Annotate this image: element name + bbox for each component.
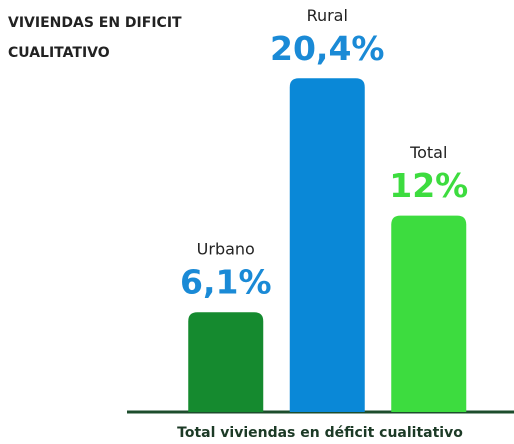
value-label: 6,1%	[180, 263, 272, 302]
bar	[391, 215, 467, 412]
value-label: 20,4%	[270, 29, 385, 68]
bar	[188, 312, 264, 412]
value-label: 12%	[389, 166, 468, 205]
category-label: Total	[409, 143, 447, 162]
category-label: Rural	[307, 6, 348, 25]
bar	[289, 78, 365, 413]
category-label: Urbano	[197, 240, 255, 259]
x-axis-label: Total viviendas en déficit cualitativo	[177, 425, 463, 441]
chart-title: VIVIENDAS EN DIFICIT CUALITATIVO	[8, 15, 182, 61]
